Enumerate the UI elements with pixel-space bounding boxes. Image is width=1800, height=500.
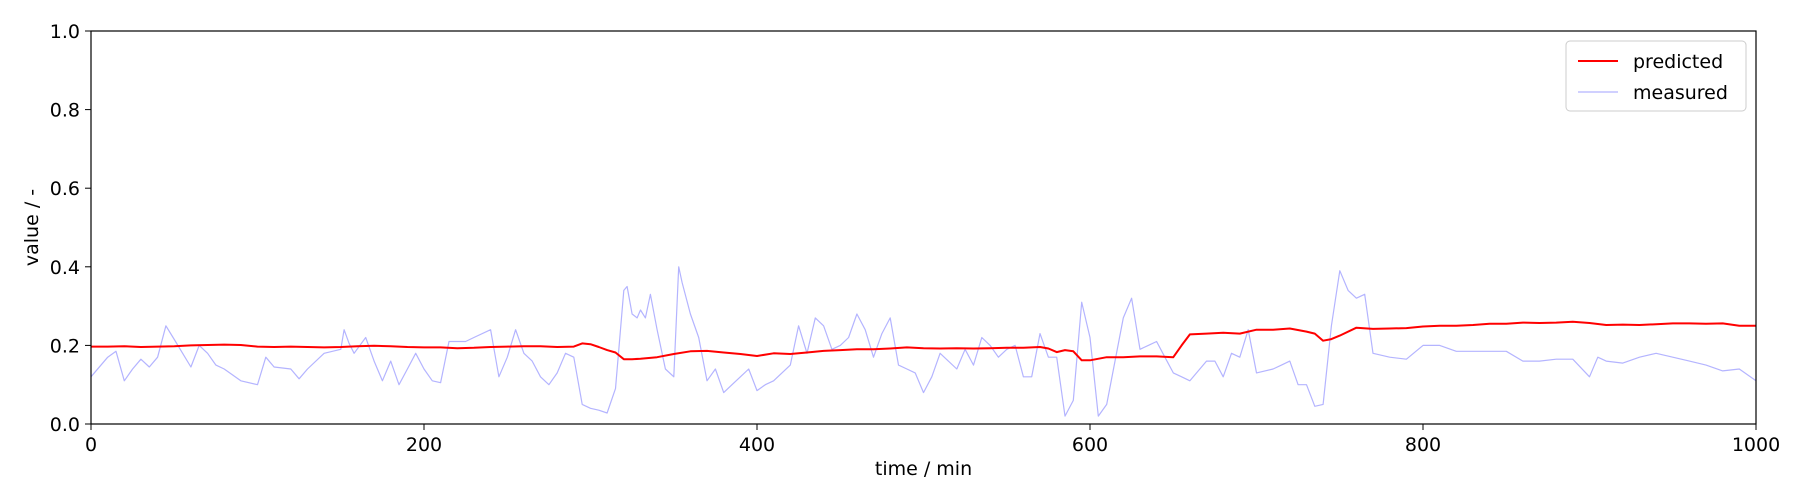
x-tick-label: 400 (739, 434, 775, 456)
series-line-measured (90, 266, 1757, 417)
x-tick-label: 800 (1405, 434, 1441, 456)
legend-box (1565, 40, 1747, 112)
y-tick-label: 0.8 (50, 100, 80, 122)
y-tick-label: 0.0 (50, 414, 80, 436)
y-tick-label: 1.0 (50, 21, 80, 43)
plot-frame (90, 30, 1757, 425)
axis-ticks: 0 200 400 600 800 1000 0.0 0.2 0.4 0.6 0.8 1.0 (50, 21, 1780, 456)
x-tick-label: 600 (1072, 434, 1108, 456)
x-tick-label: 1000 (1732, 434, 1780, 456)
series-line-predicted (91, 320, 1756, 362)
x-tick-label: 0 (85, 434, 97, 456)
y-axis-label: value / - (21, 189, 43, 266)
x-tick-label: 200 (406, 434, 442, 456)
legend-label-measured: measured (1633, 82, 1728, 104)
x-axis-label: time / min (875, 458, 972, 480)
legend-label-predicted: predicted (1633, 51, 1723, 73)
legend: predicted measured (1565, 40, 1747, 112)
y-tick-label: 0.2 (50, 335, 80, 357)
y-tick-label: 0.6 (50, 178, 80, 200)
y-tick-label: 0.4 (50, 257, 80, 279)
plot-area (90, 266, 1757, 417)
